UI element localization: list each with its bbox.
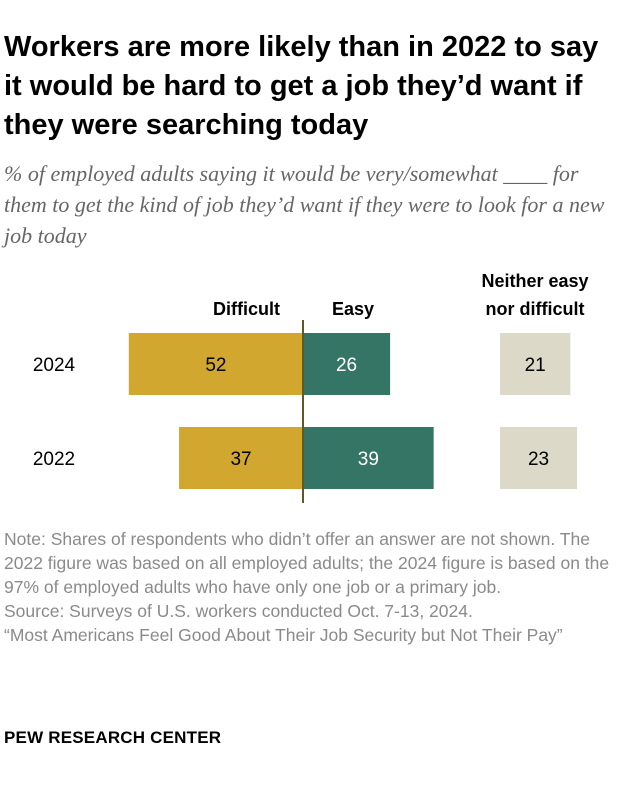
chart-title: Workers are more likely than in 2022 to … — [4, 31, 599, 141]
bar-neither-2022 — [500, 427, 578, 489]
report-title: “Most Americans Feel Good About Their Jo… — [4, 625, 563, 645]
value-difficult-2024: 52 — [205, 355, 226, 376]
value-easy-2022: 39 — [358, 449, 379, 470]
diverging-bar-chart: Difficult Easy Neither easy nor difficul… — [33, 271, 589, 503]
notes-block: Note: Shares of respondents who didn’t o… — [4, 527, 616, 647]
chart-subtitle: % of employed adults saying it would be … — [4, 161, 605, 248]
value-easy-2024: 26 — [336, 355, 357, 376]
bar-difficult-2024 — [128, 333, 303, 395]
bar-easy-2024 — [303, 333, 391, 395]
bars-layer: 2024 52 26 21 2022 37 39 23 — [33, 333, 578, 489]
bar-difficult-2022 — [179, 427, 303, 489]
header-neither-line1: Neither easy — [481, 271, 588, 291]
note-text: Note: Shares of respondents who didn’t o… — [4, 529, 610, 597]
value-neither-2022: 23 — [528, 449, 549, 470]
header-difficult: Difficult — [213, 299, 280, 319]
header-easy: Easy — [332, 299, 374, 319]
bar-easy-2022 — [303, 427, 434, 489]
value-difficult-2022: 37 — [230, 449, 251, 470]
source-text: Source: Surveys of U.S. workers conducte… — [4, 601, 473, 621]
brand-logo-text: PEW RESEARCH CENTER — [4, 728, 222, 747]
row-label-2024: 2024 — [33, 355, 76, 376]
row-label-2022: 2022 — [33, 449, 75, 470]
value-neither-2024: 21 — [525, 355, 546, 376]
column-headers: Difficult Easy Neither easy nor difficul… — [213, 271, 589, 319]
header-neither-line2: nor difficult — [486, 299, 585, 319]
bar-neither-2024 — [500, 333, 571, 395]
